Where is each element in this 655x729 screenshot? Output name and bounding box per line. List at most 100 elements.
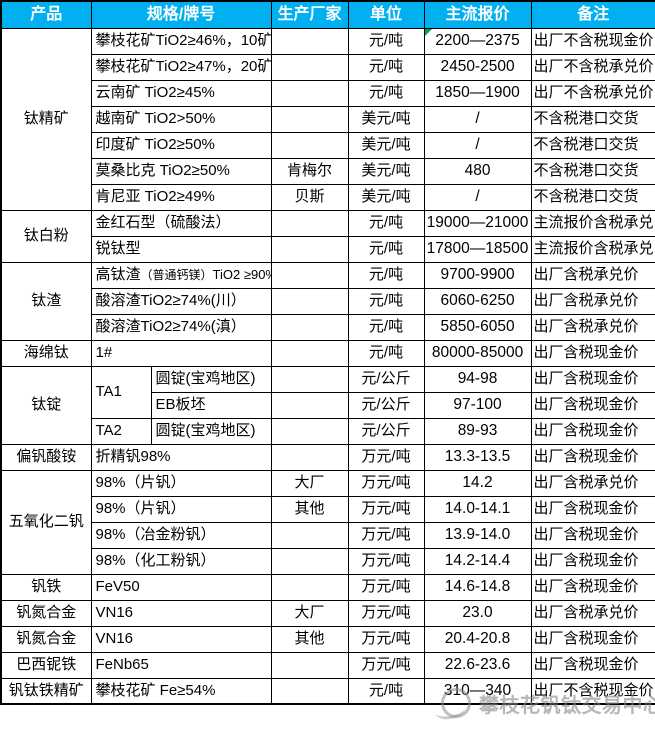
spec-cell: 印度矿 TiO2≥50% xyxy=(90,131,272,159)
unit-cell: 万元/吨 xyxy=(347,521,425,549)
price-cell: 2200—2375 xyxy=(423,27,532,55)
note-cell: 出厂含税承兑价 xyxy=(530,313,655,341)
note-cell: 不含税港口交货 xyxy=(530,105,655,133)
manufacturer-cell xyxy=(270,651,349,679)
note-cell: 出厂含税现金价 xyxy=(530,573,655,601)
manufacturer-cell xyxy=(270,573,349,601)
unit-cell: 美元/吨 xyxy=(347,183,425,211)
unit-cell: 美元/吨 xyxy=(347,131,425,159)
manufacturer-cell: 大厂 xyxy=(270,469,349,497)
price-cell: 19000—21000 xyxy=(423,209,532,237)
table-row: 巴西铌铁 FeNb65 万元/吨 22.6-23.6 出厂含税现金价 xyxy=(0,651,655,679)
price-cell: 89-93 xyxy=(423,417,532,445)
unit-cell: 万元/吨 xyxy=(347,495,425,523)
spec-cell: 攀枝花矿TiO2≥47%，20矿 xyxy=(90,53,272,81)
table-row: 钒氮合金 VN16 其他 万元/吨 20.4-20.8 出厂含税现金价 xyxy=(0,625,655,653)
manufacturer-cell xyxy=(270,27,349,55)
manufacturer-cell xyxy=(270,235,349,263)
table-row: 偏钒酸铵 折精钒98% 万元/吨 13.3-13.5 出厂含税现金价 xyxy=(0,443,655,471)
table-header-row: 产品 规格/牌号 生产厂家 单位 主流报价 备注 xyxy=(0,0,655,29)
price-cell: 14.0-14.1 xyxy=(423,495,532,523)
note-cell: 不含税港口交货 xyxy=(530,157,655,185)
unit-cell: 元/公斤 xyxy=(347,365,425,393)
table-row: 肯尼亚 TiO2≥49% 贝斯 美元/吨 / 不含税港口交货 xyxy=(1,183,655,211)
note-cell: 不含税港口交货 xyxy=(530,183,655,211)
shape-cell: EB板坯 xyxy=(150,391,272,419)
manufacturer-cell xyxy=(270,131,349,159)
spec-cell: FeV50 xyxy=(90,573,272,601)
unit-cell: 元/吨 xyxy=(347,287,425,315)
manufacturer-cell xyxy=(270,547,349,575)
unit-cell: 元/吨 xyxy=(347,261,425,289)
unit-cell: 万元/吨 xyxy=(347,599,425,627)
note-cell: 出厂含税现金价 xyxy=(530,365,655,393)
note-cell: 出厂含税现金价 xyxy=(530,391,655,419)
unit-cell: 元/吨 xyxy=(347,79,425,107)
table-row: 五氧化二钒 98%（片钒） 大厂 万元/吨 14.2 出厂含税承兑价 xyxy=(0,469,655,575)
manufacturer-cell xyxy=(270,53,349,81)
table-row: 印度矿 TiO2≥50% 美元/吨 / 不含税港口交货 xyxy=(1,131,655,159)
note-cell: 主流报价含税承兑 xyxy=(530,235,655,263)
product-cell: 巴西铌铁 xyxy=(0,651,92,679)
table-row: TA2 圆锭(宝鸡地区) 元/公斤 89-93 出厂含税现金价 xyxy=(1,417,655,445)
price-cell: 13.9-14.0 xyxy=(423,521,532,549)
spec-cell: VN16 xyxy=(90,599,272,627)
shape-cell: 圆锭(宝鸡地区) xyxy=(150,365,272,393)
unit-cell: 元/公斤 xyxy=(347,391,425,419)
table-row: 98%（冶金粉钒） 万元/吨 13.9-14.0 出厂含税现金价 xyxy=(1,521,655,549)
price-value: 2200—2375 xyxy=(435,32,520,50)
product-cell: 五氧化二钒 xyxy=(0,469,92,575)
grade-cell: TA2 xyxy=(90,417,152,445)
manufacturer-cell xyxy=(270,313,349,341)
unit-cell: 元/吨 xyxy=(347,339,425,367)
spec-cell: 1# xyxy=(90,339,272,367)
unit-cell: 元/吨 xyxy=(347,27,425,55)
note-cell: 出厂含税承兑价 xyxy=(530,599,655,627)
manufacturer-cell: 其他 xyxy=(270,625,349,653)
price-cell: 14.2 xyxy=(423,469,532,497)
unit-cell: 美元/吨 xyxy=(347,157,425,185)
spec-cell: VN16 xyxy=(90,625,272,653)
unit-cell: 万元/吨 xyxy=(347,547,425,575)
spec-cell: 攀枝花矿TiO2≥46%，10矿 xyxy=(90,27,272,55)
price-cell: 14.6-14.8 xyxy=(423,573,532,601)
product-cell: 钛白粉 xyxy=(0,209,92,263)
unit-cell: 元/公斤 xyxy=(347,417,425,445)
price-cell: 97-100 xyxy=(423,391,532,419)
manufacturer-cell xyxy=(270,105,349,133)
table-row: 攀枝花矿TiO2≥47%，20矿 元/吨 2450-2500 出厂不含税承兑价 xyxy=(1,53,655,81)
spec-cell: 酸溶渣TiO2≥74%(滇） xyxy=(90,313,272,341)
note-cell: 出厂含税现金价 xyxy=(530,547,655,575)
table-row: 锐钛型 元/吨 17800—18500 主流报价含税承兑 xyxy=(1,235,655,263)
unit-cell: 美元/吨 xyxy=(347,105,425,133)
header-cell-product: 产品 xyxy=(0,0,92,29)
manufacturer-cell xyxy=(270,417,349,445)
unit-cell: 万元/吨 xyxy=(347,573,425,601)
price-cell: 6060-6250 xyxy=(423,287,532,315)
note-cell: 出厂不含税承兑价 xyxy=(530,53,655,81)
price-cell: 5850-6050 xyxy=(423,313,532,341)
price-cell: 1850—1900 xyxy=(423,79,532,107)
manufacturer-cell xyxy=(270,261,349,289)
spec-cell: 98%（化工粉钒） xyxy=(90,547,272,575)
spec-cell: 肯尼亚 TiO2≥49% xyxy=(90,183,272,211)
manufacturer-cell xyxy=(270,79,349,107)
unit-cell: 元/吨 xyxy=(347,235,425,263)
note-cell: 不含税港口交货 xyxy=(530,131,655,159)
price-cell: 310—340 xyxy=(423,677,532,705)
product-cell: 偏钒酸铵 xyxy=(0,443,92,471)
price-cell: 14.2-14.4 xyxy=(423,547,532,575)
header-cell-price: 主流报价 xyxy=(423,0,532,29)
unit-cell: 元/吨 xyxy=(347,53,425,81)
price-cell: / xyxy=(423,183,532,211)
note-cell: 出厂含税承兑价 xyxy=(530,261,655,289)
manufacturer-cell: 贝斯 xyxy=(270,183,349,211)
spec-cell: 越南矿 TiO2>50% xyxy=(90,105,272,133)
spec-cell: FeNb65 xyxy=(90,651,272,679)
unit-cell: 万元/吨 xyxy=(347,625,425,653)
table-row: 越南矿 TiO2>50% 美元/吨 / 不含税港口交货 xyxy=(1,105,655,133)
table-row: 莫桑比克 TiO2≥50% 肯梅尔 美元/吨 480 不含税港口交货 xyxy=(1,157,655,185)
manufacturer-cell xyxy=(270,443,349,471)
spec-text-small: （普通钙镁） xyxy=(140,267,213,282)
note-cell: 出厂含税现金价 xyxy=(530,651,655,679)
